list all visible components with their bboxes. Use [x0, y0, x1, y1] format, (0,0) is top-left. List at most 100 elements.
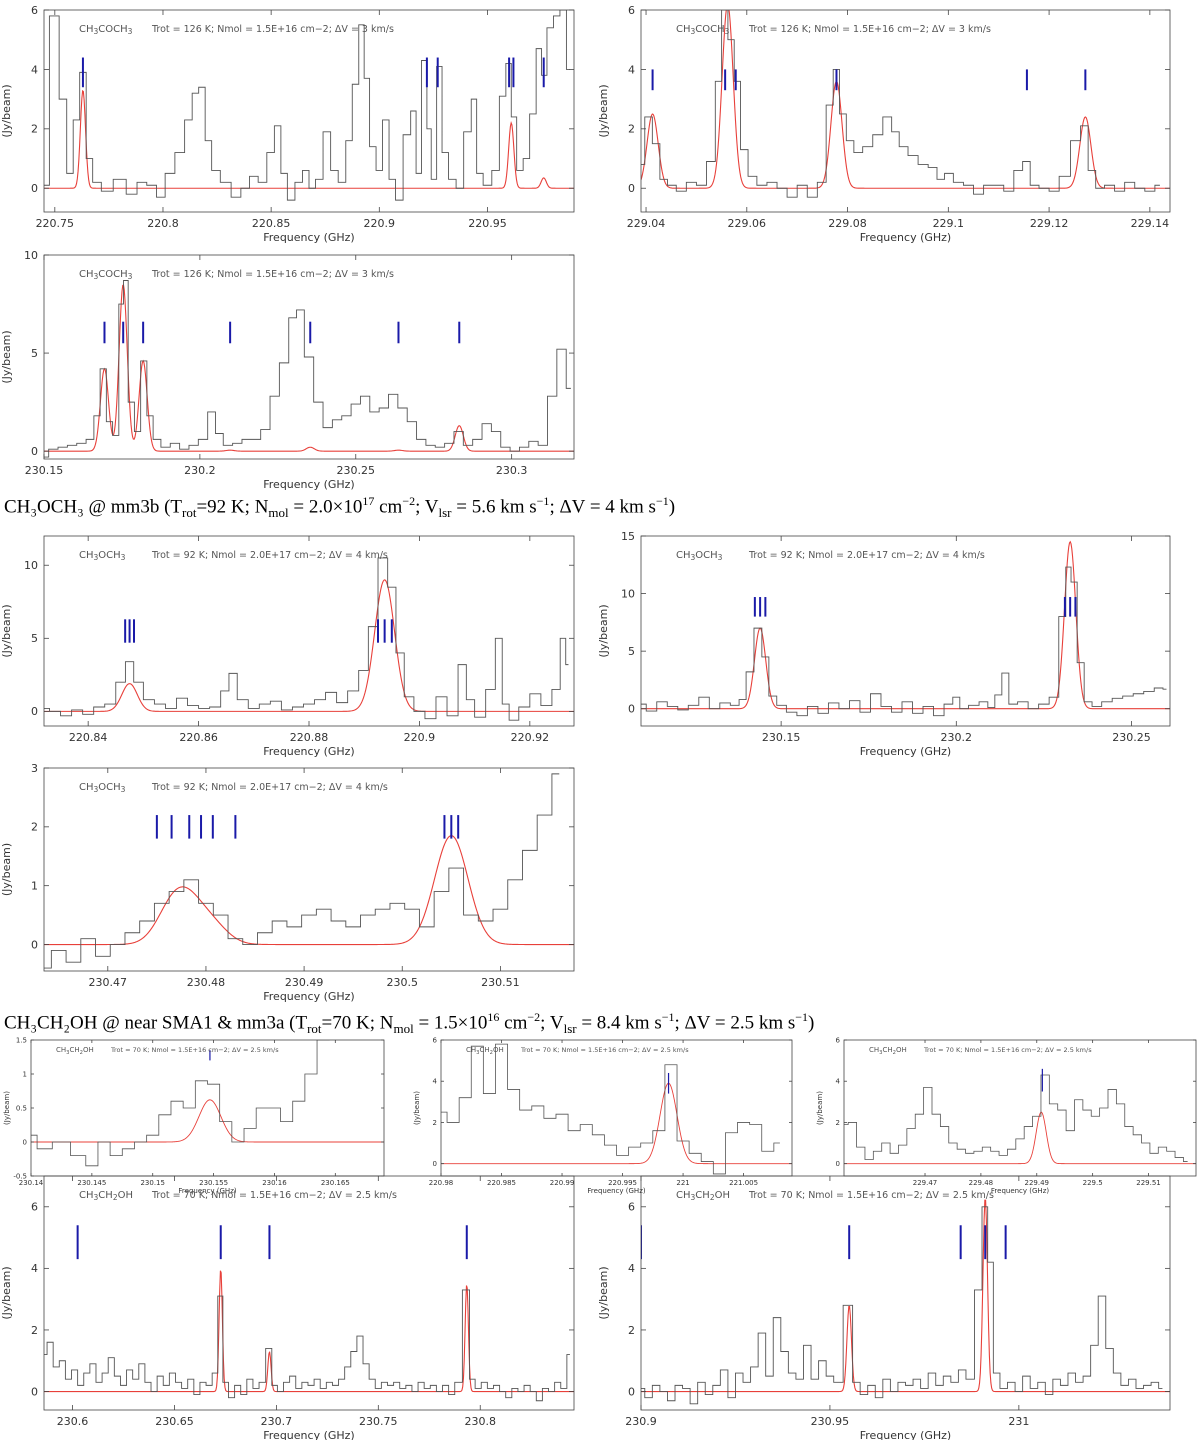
- plot-frame: [43, 254, 575, 460]
- y-tick-label: 2: [31, 821, 38, 834]
- model-parameters: Trot = 70 K; Nmol = 1.5E+16 cm−2; ΔV = 2…: [520, 1046, 689, 1054]
- x-tick-label: 230.47: [89, 976, 128, 989]
- caption-ethanol: CH₃CH₂OH @ near SMA1 & mm3a (Trot=70 K; …: [4, 1010, 814, 1037]
- y-axis-label: (Jy/beam): [413, 1091, 421, 1125]
- y-axis-label: (Jy/beam): [0, 843, 13, 896]
- caption-nmol-unit-exp: −2: [402, 494, 416, 508]
- x-axis-label: Frequency (GHz): [263, 231, 354, 244]
- caption-dv-exp: −1: [655, 494, 669, 508]
- x-tick-label: 230.25: [1112, 731, 1151, 744]
- y-axis-label: (Jy/beam): [597, 84, 610, 137]
- x-tick-label: 230.15: [762, 731, 801, 744]
- y-axis-label: (Jy/beam): [0, 604, 13, 657]
- x-tick-label: 230.3: [496, 464, 528, 477]
- plot-frame: [43, 1175, 575, 1411]
- y-tick-label: 0: [23, 1138, 27, 1146]
- x-tick-label: 230.9: [625, 1415, 657, 1428]
- model-fit-line: [44, 283, 574, 452]
- y-tick-label: -0.5: [13, 1172, 27, 1180]
- caption-close: ): [808, 1012, 815, 1034]
- caption-nmol-unit: cm: [379, 496, 403, 518]
- model-parameters: Trot = 126 K; Nmol = 1.5E+16 cm−2; ΔV = …: [151, 24, 394, 35]
- x-tick-label: 230.16: [262, 1179, 287, 1187]
- plot-frame: [43, 535, 575, 727]
- x-tick-label: 230.15: [25, 464, 64, 477]
- spectrum-panel-8: 220.98 220.985 220.99 220.995 221 221.005 0 2 4 6…: [400, 1036, 800, 1196]
- y-tick-label: 5: [31, 347, 38, 360]
- caption-vlsr-sub: lsr: [438, 505, 452, 521]
- y-tick-label: 5: [628, 645, 635, 658]
- y-tick-label: 2: [433, 1119, 437, 1127]
- caption-nmol-value: = 2.0×10: [293, 496, 363, 518]
- observed-spectrum: [44, 1289, 570, 1402]
- caption-vlsr-value: = 5.6 km s: [456, 496, 537, 518]
- model-parameters: Trot = 70 K; Nmol = 1.5E+16 cm−2; ΔV = 2…: [923, 1046, 1092, 1054]
- y-tick-label: 0: [628, 1385, 635, 1398]
- x-tick-label: 220.88: [290, 731, 329, 744]
- x-tick-label: 230.25: [337, 464, 376, 477]
- spectrum-plot: 230.47 230.48 230.49 230.5 230.51 0 1 2 3 Frequen…: [0, 762, 575, 1003]
- spectrum-panel-5: 230.15 230.2 230.25 0 5 10 15 Frequency (GHz) (J…: [597, 520, 1190, 765]
- x-tick-label: 220.985: [487, 1179, 516, 1187]
- caption-trot-sub: rot: [307, 1021, 322, 1037]
- x-tick-label: 220.85: [252, 217, 291, 230]
- y-tick-label: 2: [836, 1119, 840, 1127]
- model-fit-line: [641, 1199, 1170, 1393]
- spectrum-plot: 220.98 220.985 220.99 220.995 221 221.005 0 2 4 6…: [413, 1036, 793, 1195]
- observed-spectrum: [44, 280, 571, 458]
- molecule-label: CH3CH2OH: [676, 1190, 730, 1202]
- observed-spectrum: [44, 10, 570, 201]
- y-tick-label: 4: [433, 1078, 438, 1086]
- caption-location: near SMA1 & mm3a: [124, 1012, 285, 1034]
- x-tick-label: 220.86: [179, 731, 218, 744]
- observed-spectrum: [44, 557, 569, 721]
- model-fit-line: [844, 1111, 1196, 1165]
- spectrum-panel-6: 230.47 230.48 230.49 230.5 230.51 0 1 2 3 Frequen…: [0, 760, 590, 1010]
- caption-species: CH₃OCH₃: [4, 496, 84, 518]
- x-tick-label: 229.14: [1131, 217, 1170, 230]
- caption-vlsr-exp: −1: [661, 1010, 675, 1024]
- molecule-label: CH3COCH3: [79, 269, 133, 281]
- caption-nmol-unit: cm: [504, 1012, 528, 1034]
- model-fit-line: [641, 540, 1170, 710]
- x-tick-label: 230.5: [386, 976, 418, 989]
- plot-frame: [843, 1039, 1197, 1177]
- x-tick-label: 229.5: [1083, 1179, 1103, 1187]
- x-axis-label: Frequency (GHz): [178, 1187, 236, 1195]
- caption-trot-sub: rot: [182, 505, 197, 521]
- x-tick-label: 220.95: [468, 217, 507, 230]
- y-tick-label: 3: [31, 762, 38, 775]
- x-axis-label: Frequency (GHz): [860, 1429, 951, 1440]
- model-parameters: Trot = 70 K; Nmol = 1.5E+16 cm−2; ΔV = 2…: [748, 1190, 994, 1201]
- caption-trot: T: [295, 1012, 308, 1034]
- caption-vlsr: ; V: [540, 1012, 564, 1034]
- molecule-label: CH3OCH3: [676, 550, 723, 562]
- caption-location: mm3b: [110, 496, 160, 518]
- spectrum-panel-2: 229.04 229.06 229.08 229.1 229.12 229.14 0 2 4 6 F…: [597, 0, 1190, 250]
- y-tick-label: 0: [628, 182, 635, 195]
- molecule-label: CH3CH2OH: [869, 1046, 907, 1056]
- molecule-label: CH3CH2OH: [466, 1046, 504, 1056]
- y-tick-label: 15: [621, 530, 635, 543]
- model-parameters: Trot = 70 K; Nmol = 1.5E+16 cm−2; ΔV = 2…: [151, 1190, 397, 1201]
- caption-dv: ; ΔV = 2.5 km s: [674, 1012, 796, 1034]
- x-tick-label: 230.14: [19, 1179, 44, 1187]
- spectrum-panel-3: 230.15 230.2 230.25 230.3 0 5 10 Frequency (GHz…: [0, 249, 590, 491]
- spectrum-panel-9: 229.47 229.48 229.49 229.5 229.51 0 2 4 6 Frequen…: [800, 1036, 1200, 1196]
- x-tick-label: 229.04: [627, 217, 666, 230]
- spectrum-panel-11: 230.9 230.95 231 0 2 4 6 Frequency (GHz) (Jy/bea…: [597, 1170, 1190, 1440]
- caption-nmol-value: = 1.5×10: [418, 1012, 488, 1034]
- x-tick-label: 229.06: [728, 217, 767, 230]
- spectrum-plot: 230.15 230.2 230.25 230.3 0 5 10 Frequency (GHz…: [0, 249, 575, 491]
- molecule-label: CH3CH2OH: [79, 1190, 133, 1202]
- x-tick-label: 229.48: [969, 1179, 994, 1187]
- y-tick-label: 6: [628, 4, 635, 17]
- y-axis-label: (Jy/beam): [0, 84, 13, 137]
- y-tick-label: 2: [628, 1324, 635, 1337]
- model-parameters: Trot = 126 K; Nmol = 1.5E+16 cm−2; ΔV = …: [151, 269, 394, 280]
- y-tick-label: 10: [621, 587, 635, 600]
- x-tick-label: 221.005: [729, 1179, 758, 1187]
- y-tick-label: 4: [31, 1262, 38, 1275]
- y-tick-label: 0: [31, 445, 38, 458]
- model-fit-line: [44, 835, 574, 946]
